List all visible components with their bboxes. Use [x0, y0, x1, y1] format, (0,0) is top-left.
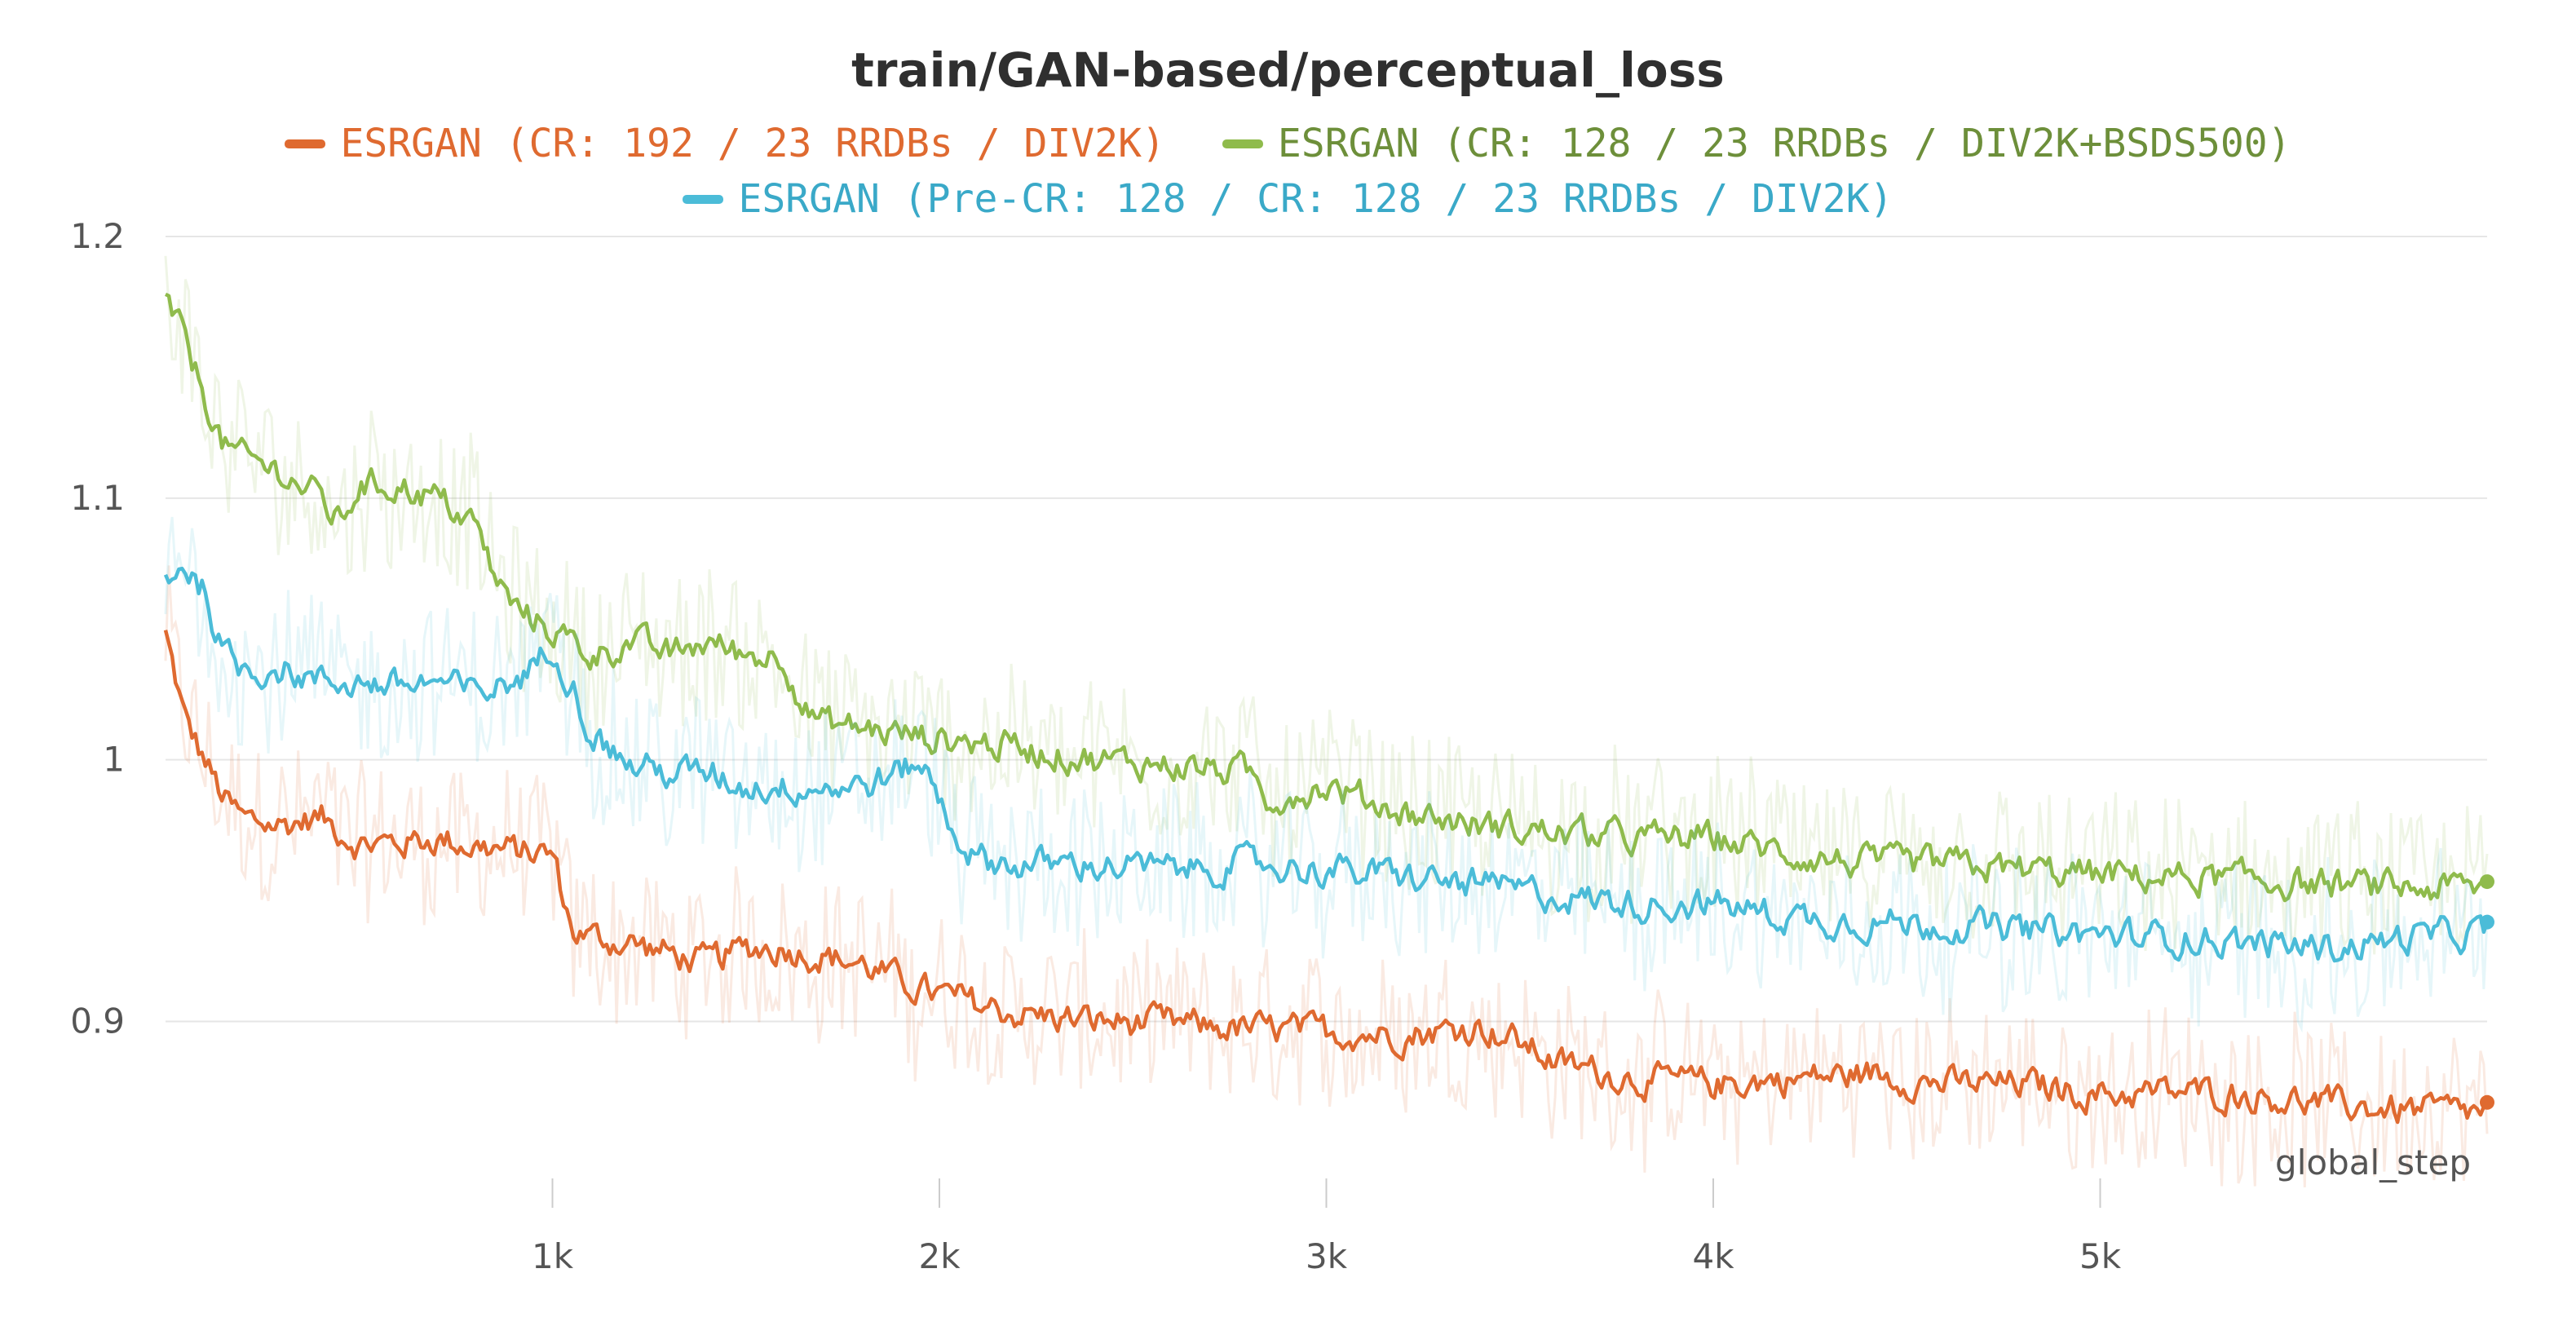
x-axis: 1k 2k 3k 4k 5k [532, 1178, 2122, 1276]
y-axis: 0.9 1 1.1 1.2 [70, 216, 125, 1041]
legend-swatch-esrgan-cr128-bsds [1222, 139, 1263, 148]
grid-lines [166, 236, 2487, 1023]
series-end-point-1 [2480, 874, 2494, 890]
series-line-2[interactable] [163, 566, 2490, 963]
legend-item-esrgan-precr128[interactable]: ESRGAN (Pre-CR: 128 / CR: 128 / 23 RRDBs… [683, 176, 1893, 222]
series-line-1[interactable] [165, 292, 2488, 903]
series-lines [163, 255, 2494, 1187]
x-tick-label: 1k [532, 1236, 574, 1276]
x-tick-label: 3k [1306, 1236, 1348, 1276]
chart-title: train/GAN-based/perceptual_loss [851, 42, 1725, 98]
series-raw-line-1 [164, 255, 2489, 955]
series-raw-line-2 [164, 516, 2489, 1033]
legend-swatch-esrgan-cr192 [285, 139, 326, 148]
legend-label-esrgan-precr128: ESRGAN (Pre-CR: 128 / CR: 128 / 23 RRDBs… [738, 176, 1893, 222]
y-tick-label: 0.9 [70, 1001, 125, 1041]
y-tick-label: 1.1 [70, 478, 125, 518]
series-raw-line-0 [164, 565, 2489, 1187]
series-end-point-2 [2480, 914, 2494, 930]
x-tick-label: 5k [2079, 1236, 2122, 1276]
legend-row-1: ESRGAN (CR: 192 / 23 RRDBs / DIV2K) ESRG… [0, 121, 2576, 166]
legend-row-2: ESRGAN (Pre-CR: 128 / CR: 128 / 23 RRDBs… [0, 176, 2576, 222]
legend-item-esrgan-cr192[interactable]: ESRGAN (CR: 192 / 23 RRDBs / DIV2K) [285, 121, 1165, 166]
y-tick-label: 1.2 [70, 216, 125, 256]
series-line-0[interactable] [163, 630, 2489, 1125]
legend-item-esrgan-cr128-bsds[interactable]: ESRGAN (CR: 128 / 23 RRDBs / DIV2K+BSDS5… [1222, 121, 2291, 166]
legend-label-esrgan-cr128-bsds: ESRGAN (CR: 128 / 23 RRDBs / DIV2K+BSDS5… [1277, 121, 2291, 166]
x-axis-label: global_step [2275, 1143, 2471, 1182]
x-tick-label: 4k [1692, 1236, 1734, 1276]
y-tick-label: 1 [103, 740, 125, 780]
legend-swatch-esrgan-precr128 [683, 194, 724, 204]
x-tick-label: 2k [918, 1236, 961, 1276]
series-end-point-0 [2480, 1094, 2494, 1110]
legend-label-esrgan-cr192: ESRGAN (CR: 192 / 23 RRDBs / DIV2K) [340, 121, 1165, 166]
